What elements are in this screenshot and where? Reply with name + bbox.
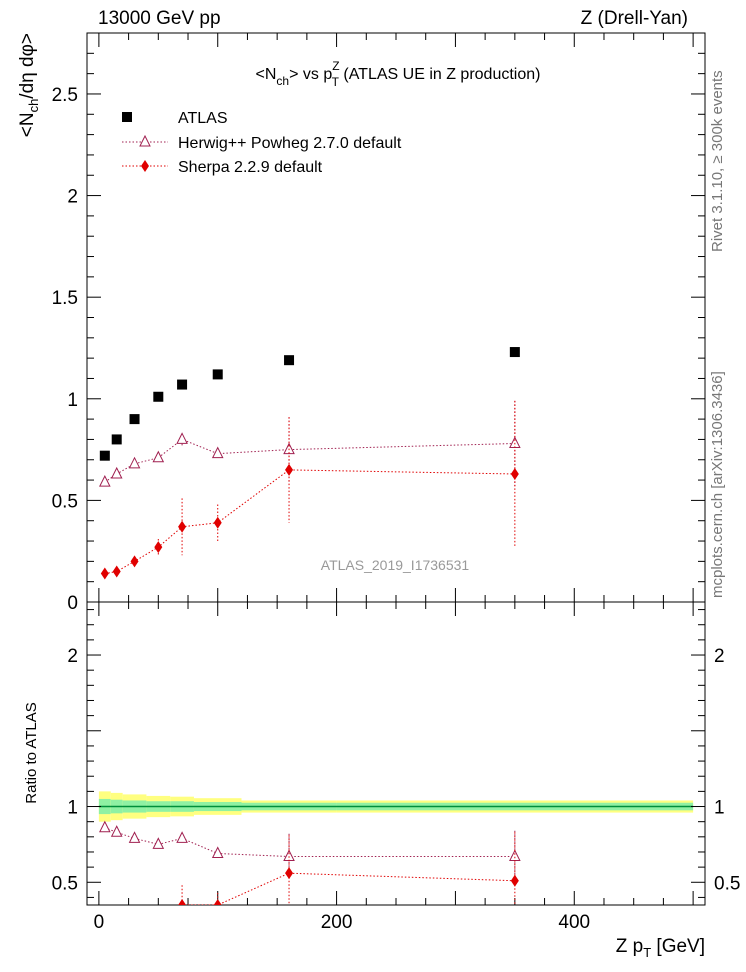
x-axis-label: Z pT [GeV] <box>616 936 705 960</box>
sherpa-ratio-point <box>510 874 519 887</box>
herwig-point <box>110 466 123 479</box>
main-y-tick-label: 0 <box>67 593 78 614</box>
xlabel-pre: Z p <box>616 936 643 957</box>
ratio-y-tick-label-left: 1 <box>67 798 78 819</box>
title-sub: ch <box>276 74 289 88</box>
sherpa-point <box>510 467 519 480</box>
main-y-ticks: 0 0.5 1 1.5 2 2.5 <box>52 32 705 614</box>
title-mid: > vs p <box>289 66 332 83</box>
herwig-ratio-point <box>211 846 224 858</box>
ratio-series-clipped <box>99 820 521 935</box>
process-label: Z (Drell-Yan) <box>581 8 688 29</box>
ratio-y-axis-label: Ratio to ATLAS <box>23 702 40 803</box>
analysis-watermark: ATLAS_2019_I1736531 <box>321 557 470 573</box>
sherpa-point <box>130 555 139 568</box>
ratio-y-tick-label-right: 0.5 <box>714 873 740 894</box>
sherpa-point <box>178 520 187 533</box>
atlas-point <box>111 434 122 445</box>
plot-title: <Nch> vs pZ T (ATLAS UE in Z production) <box>256 59 541 89</box>
legend-sherpa-label: Sherpa 2.2.9 default <box>178 159 323 176</box>
atlas-point <box>509 347 520 358</box>
herwig-point <box>128 456 141 469</box>
title-post: (ATLAS UE in Z production) <box>339 66 541 83</box>
herwig-line <box>104 438 515 483</box>
ylabel-sub: ch <box>26 99 41 113</box>
rivet-label: Rivet 3.1.10, ≥ 300k events <box>709 70 726 252</box>
main-y-tick-label: 2 <box>67 187 78 208</box>
xlabel-sub: T <box>643 945 651 960</box>
main-x-ticks <box>98 33 694 602</box>
title-sub2: T <box>332 75 340 89</box>
atlas-point <box>177 379 188 390</box>
ratio-y-tick-label-right: 1 <box>714 798 725 819</box>
herwig-point <box>99 474 111 487</box>
x-tick-label: 400 <box>558 912 590 933</box>
sherpa-ratio-point <box>131 919 139 931</box>
main-y-tick-label: 2.5 <box>52 85 78 106</box>
atlas-point <box>129 414 140 425</box>
herwig-point <box>176 432 188 444</box>
x-tick-label: 200 <box>321 912 353 933</box>
herwig-ratio-point <box>509 849 521 862</box>
x-tick-label: 0 <box>94 912 105 933</box>
energy-label: 13000 GeV pp <box>98 8 221 29</box>
herwig-ratio-line <box>104 827 515 858</box>
ratio-y-ticks: 0.5 0.5 1 1 2 2 <box>52 609 740 898</box>
legend-atlas-marker <box>122 112 132 122</box>
sherpa-ratio-point <box>285 867 294 880</box>
mcplots-label: mcplots.cern.ch [arXiv:1306.3436] <box>709 371 726 598</box>
ratio-uncertainty-band <box>98 791 694 822</box>
legend: ATLAS Herwig++ Powheg 2.7.0 default Sher… <box>122 110 402 176</box>
herwig-ratio-point <box>99 820 111 833</box>
herwig-ratio-point <box>176 831 188 843</box>
ratio-y-tick-label-left: 2 <box>67 646 78 667</box>
ratio-series <box>99 820 521 935</box>
title-sup: Z <box>332 59 339 73</box>
sherpa-point <box>213 516 222 529</box>
legend-herwig-label: Herwig++ Powheg 2.7.0 default <box>178 135 402 152</box>
sherpa-ratio-point <box>154 911 162 923</box>
legend-atlas-label: ATLAS <box>178 110 228 127</box>
ylabel-pre: <N <box>17 112 38 137</box>
main-series <box>99 347 521 580</box>
herwig-ratio-point <box>128 831 141 843</box>
atlas-point <box>284 355 295 366</box>
main-y-axis-label: <Nch/dη dφ> <box>17 33 41 137</box>
ratio-y-tick-label-left: 0.5 <box>52 873 78 894</box>
sherpa-point <box>100 567 109 580</box>
ratio-x-ticks: 0 200 400 <box>94 602 694 933</box>
herwig-ratio-point <box>110 825 123 837</box>
ratio-plot-frame <box>86 601 706 906</box>
ratio-y-tick-label-right: 2 <box>714 646 725 667</box>
legend-sherpa-marker <box>141 160 149 172</box>
sherpa-point <box>154 541 163 554</box>
main-y-tick-label: 1.5 <box>52 288 78 309</box>
title-pre: <N <box>256 66 277 83</box>
sherpa-ratio-point <box>113 923 121 935</box>
herwig-point <box>509 436 521 448</box>
sherpa-line <box>104 469 515 575</box>
atlas-point <box>153 391 164 402</box>
legend-herwig-marker <box>139 134 151 147</box>
sherpa-point <box>285 463 294 476</box>
xlabel-post: [GeV] <box>651 936 705 957</box>
herwig-ratio-point <box>152 837 165 849</box>
main-y-tick-label: 0.5 <box>52 491 78 512</box>
herwig-ratio-point <box>283 849 295 862</box>
sherpa-ratio-point <box>213 899 222 905</box>
main-y-tick-label: 1 <box>67 390 78 411</box>
sherpa-point <box>112 565 121 578</box>
herwig-point <box>152 450 165 463</box>
sherpa-ratio-point <box>178 899 187 905</box>
ylabel-post: /dη dφ> <box>17 33 38 99</box>
atlas-point <box>99 450 110 461</box>
atlas-point <box>212 369 223 380</box>
sherpa-ratio-line <box>180 872 515 905</box>
herwig-point <box>211 446 224 459</box>
